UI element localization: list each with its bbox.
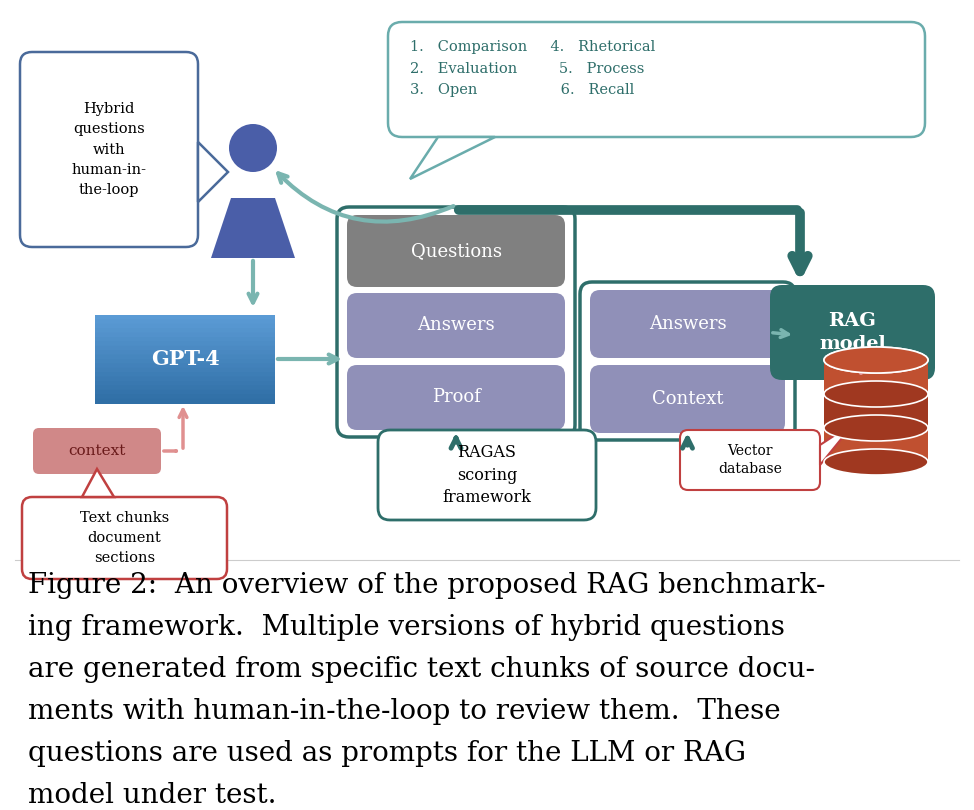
FancyBboxPatch shape [95, 341, 275, 347]
FancyBboxPatch shape [95, 364, 275, 369]
Polygon shape [82, 469, 114, 497]
FancyBboxPatch shape [347, 293, 565, 358]
Text: GPT-4: GPT-4 [151, 349, 219, 369]
FancyBboxPatch shape [95, 373, 275, 377]
Bar [824, 394, 928, 429]
Text: 1.   Comparison     4.   Rhetorical
2.   Evaluation         5.   Process
3.   Op: 1. Comparison 4. Rhetorical 2. Evaluatio… [410, 40, 656, 97]
Text: questions are used as prompts for the LLM or RAG: questions are used as prompts for the LL… [28, 740, 746, 767]
FancyBboxPatch shape [95, 381, 275, 386]
Bar [824, 360, 928, 395]
Polygon shape [820, 422, 855, 465]
FancyBboxPatch shape [95, 350, 275, 356]
Text: Answers: Answers [649, 315, 727, 333]
Text: Answers: Answers [417, 316, 495, 334]
Text: Context: Context [652, 390, 724, 408]
FancyBboxPatch shape [95, 368, 275, 373]
FancyBboxPatch shape [95, 394, 275, 399]
Polygon shape [410, 137, 495, 179]
FancyBboxPatch shape [770, 285, 935, 380]
Text: ing framework.  Multiple versions of hybrid questions: ing framework. Multiple versions of hybr… [28, 614, 785, 641]
FancyBboxPatch shape [378, 430, 596, 520]
Ellipse shape [824, 415, 928, 441]
Text: ments with human-in-the-loop to review them.  These: ments with human-in-the-loop to review t… [28, 698, 780, 725]
FancyBboxPatch shape [95, 337, 275, 343]
Text: are generated from specific text chunks of source docu-: are generated from specific text chunks … [28, 656, 815, 683]
FancyBboxPatch shape [95, 324, 275, 329]
FancyBboxPatch shape [95, 399, 275, 404]
FancyBboxPatch shape [680, 430, 820, 490]
FancyBboxPatch shape [590, 365, 785, 433]
FancyBboxPatch shape [20, 52, 198, 247]
Circle shape [229, 124, 277, 172]
Text: Proof: Proof [431, 388, 480, 406]
FancyBboxPatch shape [347, 215, 565, 287]
FancyBboxPatch shape [95, 333, 275, 338]
Polygon shape [211, 198, 295, 258]
Text: Text chunks
document
sections: Text chunks document sections [80, 511, 169, 565]
FancyBboxPatch shape [95, 355, 275, 360]
FancyBboxPatch shape [388, 22, 925, 137]
Text: Questions: Questions [410, 242, 502, 260]
FancyBboxPatch shape [95, 328, 275, 334]
Ellipse shape [824, 449, 928, 475]
FancyBboxPatch shape [347, 365, 565, 430]
Text: model under test.: model under test. [28, 782, 277, 809]
FancyBboxPatch shape [95, 377, 275, 382]
FancyBboxPatch shape [590, 290, 785, 358]
Text: Figure 2:  An overview of the proposed RAG benchmark-: Figure 2: An overview of the proposed RA… [28, 572, 826, 599]
FancyBboxPatch shape [95, 359, 275, 364]
Text: context: context [68, 444, 126, 458]
Ellipse shape [824, 347, 928, 373]
Bar [824, 428, 928, 463]
Ellipse shape [824, 381, 928, 407]
FancyBboxPatch shape [95, 319, 275, 325]
FancyBboxPatch shape [33, 428, 161, 474]
FancyBboxPatch shape [95, 346, 275, 352]
Text: RAGAS
scoring
framework: RAGAS scoring framework [442, 445, 532, 505]
Text: Vector
database: Vector database [718, 444, 782, 476]
FancyBboxPatch shape [95, 390, 275, 395]
Ellipse shape [824, 347, 928, 373]
Text: Hybrid
questions
with
human-in-
the-loop: Hybrid questions with human-in- the-loop [71, 102, 146, 197]
Polygon shape [198, 142, 228, 202]
Text: RAG
model: RAG model [819, 313, 886, 352]
FancyBboxPatch shape [95, 386, 275, 390]
FancyBboxPatch shape [95, 315, 275, 321]
FancyBboxPatch shape [22, 497, 227, 579]
